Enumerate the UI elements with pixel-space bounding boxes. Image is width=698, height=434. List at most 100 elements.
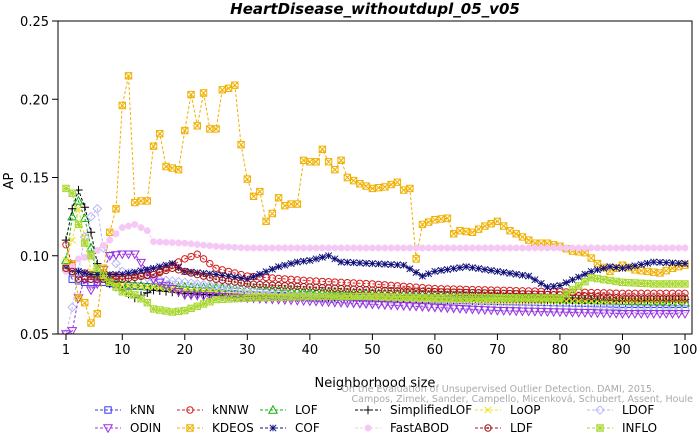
data-point xyxy=(368,184,377,193)
data-point xyxy=(362,259,370,267)
data-point xyxy=(331,165,339,174)
data-point xyxy=(449,294,458,302)
data-point xyxy=(299,292,308,301)
data-point xyxy=(612,263,620,272)
data-point xyxy=(62,256,70,264)
data-point xyxy=(268,244,276,252)
data-point xyxy=(593,274,602,283)
data-point xyxy=(581,270,589,278)
data-point xyxy=(331,284,339,293)
y-tick-label: 0.25 xyxy=(20,15,49,30)
legend-marker xyxy=(269,424,277,432)
data-point xyxy=(431,244,439,252)
data-point xyxy=(204,292,215,302)
data-point xyxy=(456,227,464,235)
data-point xyxy=(174,165,183,174)
data-point xyxy=(631,262,639,270)
data-point xyxy=(74,267,83,275)
legend-item-cof: COF xyxy=(260,421,320,434)
data-point xyxy=(200,241,208,249)
data-point xyxy=(179,277,190,288)
data-point xyxy=(512,230,520,238)
data-point xyxy=(667,297,678,307)
data-point xyxy=(131,291,139,299)
legend-label: ODIN xyxy=(130,421,161,434)
data-point xyxy=(625,244,633,252)
data-point xyxy=(412,268,420,276)
legend-label: COF xyxy=(295,421,320,434)
data-point xyxy=(324,292,333,301)
legend-marker xyxy=(104,406,112,414)
data-point xyxy=(118,281,126,290)
data-point xyxy=(481,222,489,230)
data-point xyxy=(418,293,427,302)
data-point xyxy=(250,244,258,252)
data-point xyxy=(562,279,570,287)
data-point xyxy=(450,244,458,252)
legend-marker xyxy=(484,424,492,432)
data-point xyxy=(486,302,497,313)
data-point xyxy=(493,217,502,226)
data-point xyxy=(318,244,326,252)
data-point xyxy=(606,244,614,252)
data-point xyxy=(237,294,245,303)
data-point xyxy=(106,270,114,279)
data-point xyxy=(518,244,526,252)
data-point xyxy=(123,250,134,260)
data-point xyxy=(425,244,433,252)
data-point xyxy=(518,233,527,241)
data-point xyxy=(681,260,689,268)
data-point xyxy=(375,260,383,268)
data-point xyxy=(404,302,415,312)
data-point xyxy=(99,271,108,280)
data-point xyxy=(193,241,201,248)
data-point xyxy=(481,244,489,252)
data-point xyxy=(254,284,265,293)
data-point xyxy=(418,220,427,229)
data-point xyxy=(625,263,633,271)
data-point xyxy=(124,282,133,290)
data-point xyxy=(418,272,426,280)
data-point xyxy=(600,244,608,252)
legend-marker xyxy=(595,405,605,415)
data-point xyxy=(131,198,139,207)
data-point xyxy=(618,278,627,287)
data-point xyxy=(156,238,164,246)
data-point xyxy=(448,304,459,314)
data-point xyxy=(281,201,289,210)
data-point xyxy=(681,280,689,288)
data-point xyxy=(537,294,545,302)
data-point xyxy=(262,293,270,302)
data-point xyxy=(198,292,209,302)
data-point xyxy=(406,244,414,252)
data-point xyxy=(350,259,358,267)
data-point xyxy=(398,302,409,312)
data-point xyxy=(661,309,672,319)
data-point xyxy=(636,309,647,319)
data-point xyxy=(106,236,114,244)
data-point xyxy=(531,276,539,284)
data-point xyxy=(387,180,395,189)
data-point xyxy=(354,299,365,309)
data-point xyxy=(412,244,420,252)
data-point xyxy=(600,264,608,272)
data-point xyxy=(656,244,664,252)
data-point xyxy=(400,261,408,269)
data-point xyxy=(424,294,433,302)
data-point xyxy=(498,306,509,316)
credit-line-2: On the Evaluation of Unsupervised Outlie… xyxy=(341,384,655,395)
data-point xyxy=(650,280,658,288)
data-point xyxy=(92,203,103,214)
legend-item-simplifiedlof: SimplifiedLOF xyxy=(355,403,472,417)
data-point xyxy=(406,287,414,295)
legend-item-ldf: LDF xyxy=(475,421,533,434)
data-point xyxy=(575,297,583,305)
data-point xyxy=(306,244,314,252)
data-point xyxy=(193,269,201,277)
data-point xyxy=(174,258,183,266)
data-point xyxy=(86,228,96,237)
data-point xyxy=(93,264,101,272)
data-point xyxy=(87,319,95,327)
data-point xyxy=(173,276,184,287)
data-point xyxy=(356,180,364,188)
